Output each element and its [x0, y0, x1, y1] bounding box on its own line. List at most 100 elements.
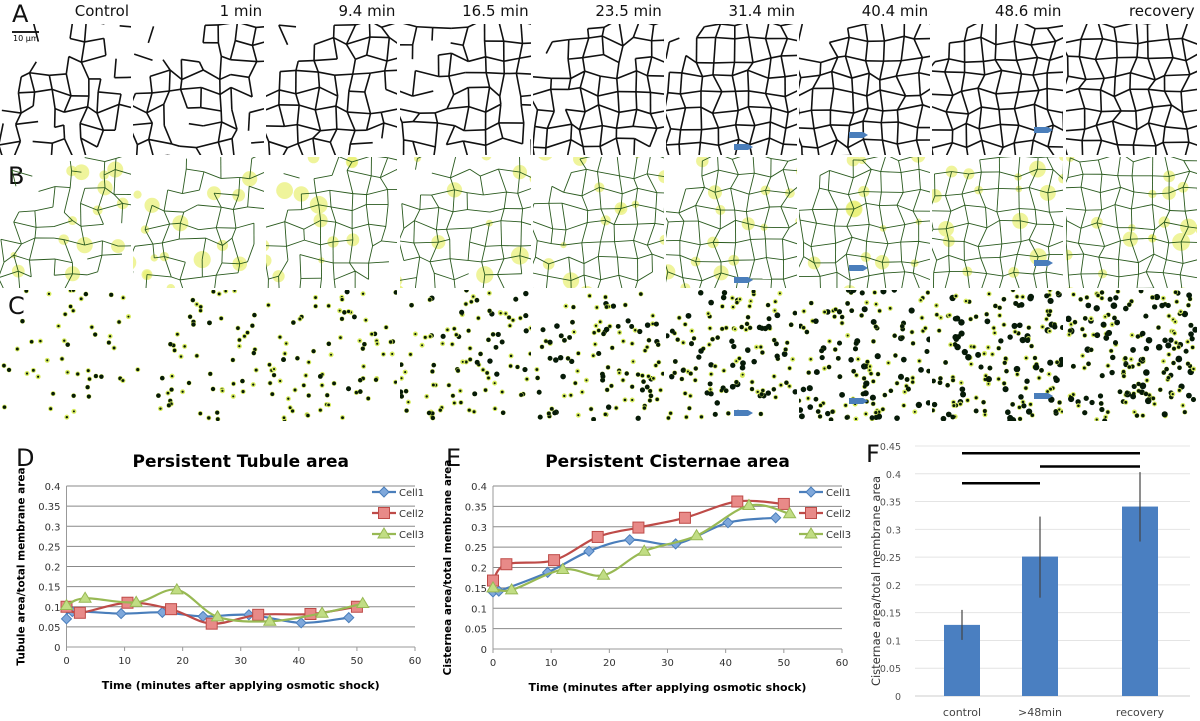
tubule-segment — [169, 88, 181, 92]
tubule-segment — [1021, 73, 1034, 76]
tubule-segment — [1132, 129, 1138, 146]
cisterna-blob — [646, 338, 651, 343]
tubule-segment — [545, 138, 571, 149]
tubule-segment — [167, 189, 183, 194]
x-tick-label: 20 — [176, 656, 189, 667]
tubule-segment — [518, 55, 531, 60]
tubule-segment — [1046, 271, 1064, 276]
tubule-segment — [266, 104, 280, 111]
cisterna-blob — [279, 379, 282, 383]
cisterna-blob — [1056, 290, 1061, 296]
data-point — [115, 607, 127, 620]
cisterna-blob — [330, 353, 333, 356]
tubule-segment — [846, 254, 851, 281]
tubule-segment — [579, 87, 586, 112]
tubule-segment — [862, 157, 879, 161]
tubule-segment — [146, 92, 153, 114]
cisterna-blob — [765, 390, 772, 396]
cisterna-blob — [758, 411, 763, 417]
cisterna-blob — [721, 290, 728, 296]
cisterna-blob — [106, 340, 111, 345]
tubule-segment — [366, 122, 385, 131]
tubule-segment — [315, 192, 320, 205]
cisterna-blob — [1181, 310, 1188, 318]
tubule-segment — [632, 24, 639, 38]
cisterna-blob — [1143, 391, 1148, 397]
cisterna-blob — [689, 341, 695, 347]
cisterna-blob — [1049, 290, 1052, 292]
cisterna-blob — [560, 373, 566, 380]
cisterna-blob — [238, 345, 241, 348]
cisterna-blob — [1102, 335, 1109, 341]
tubule-segment — [997, 208, 1020, 213]
tubule-segment — [695, 244, 701, 262]
tubule-segment — [1180, 241, 1184, 264]
cisterna-blob — [1185, 392, 1192, 399]
cisterna-blob — [112, 346, 116, 350]
cisterna-blob — [1134, 413, 1139, 418]
cisterna-blob — [1069, 323, 1072, 326]
cisterna-blob — [366, 396, 371, 401]
data-point — [500, 558, 513, 571]
cisterna-blob — [873, 290, 877, 295]
tubule-segment — [1179, 74, 1191, 92]
tubule-segment — [779, 25, 789, 39]
cisterna-blob — [1033, 363, 1040, 371]
cisterna-blob — [1117, 389, 1122, 395]
cisterna-blob — [231, 358, 236, 362]
membrane-blob — [266, 254, 272, 267]
cisterna-blob — [1110, 302, 1117, 310]
tubule-segment — [828, 189, 849, 195]
cisterna-blob — [426, 410, 431, 416]
cisterna-blob — [406, 401, 410, 404]
cisterna-blob — [20, 319, 25, 324]
micrograph-b — [666, 157, 797, 288]
tubule-segment — [315, 105, 337, 111]
tubule-segment — [764, 78, 770, 94]
tubule-segment — [844, 37, 851, 57]
tubule-segment — [278, 71, 282, 90]
cisterna-blob — [1030, 413, 1035, 418]
membrane-blob — [707, 236, 719, 249]
cisterna-blob — [853, 340, 859, 346]
membrane-blob — [318, 257, 325, 264]
tubule-segment — [834, 225, 837, 244]
tubule-segment — [104, 157, 117, 163]
cisterna-blob — [1142, 313, 1149, 319]
tubule-segment — [295, 60, 300, 71]
tubule-segment — [586, 168, 598, 173]
tubule-segment — [919, 168, 931, 174]
tubule-segment — [368, 223, 387, 227]
tubule-segment — [1172, 56, 1186, 62]
cisterna-blob — [1013, 300, 1019, 306]
tubule-segment — [532, 147, 535, 155]
tubule-segment — [1162, 272, 1180, 276]
tubule-segment — [961, 91, 970, 115]
cisterna-blob — [6, 367, 12, 373]
tubule-segment — [1184, 209, 1197, 212]
tubule-segment — [233, 209, 237, 229]
cisterna-blob — [905, 384, 909, 388]
tubule-segment — [980, 24, 984, 38]
cisterna-blob — [500, 390, 504, 394]
cisterna-blob — [855, 373, 859, 377]
tubule-segment — [981, 139, 1004, 149]
tubule-segment — [241, 24, 257, 29]
cisterna-blob — [643, 349, 647, 353]
tubule-segment — [248, 61, 258, 78]
cisterna-blob — [839, 391, 846, 398]
tubule-segment — [401, 203, 420, 211]
cisterna-blob — [898, 373, 905, 380]
cisterna-blob — [836, 355, 841, 361]
tubule-segment — [983, 61, 986, 75]
tubule-segment — [21, 237, 36, 245]
cisterna-blob — [1109, 354, 1116, 361]
cisterna-blob — [1083, 395, 1089, 401]
tubule-segment — [1067, 75, 1086, 81]
tubule-segment — [179, 279, 184, 288]
tubule-segment — [18, 91, 35, 94]
x-tick-label: 0 — [63, 656, 69, 667]
legend-label: Cell3 — [399, 530, 424, 541]
tubule-segment — [301, 192, 317, 195]
tubule-segment — [203, 171, 222, 179]
